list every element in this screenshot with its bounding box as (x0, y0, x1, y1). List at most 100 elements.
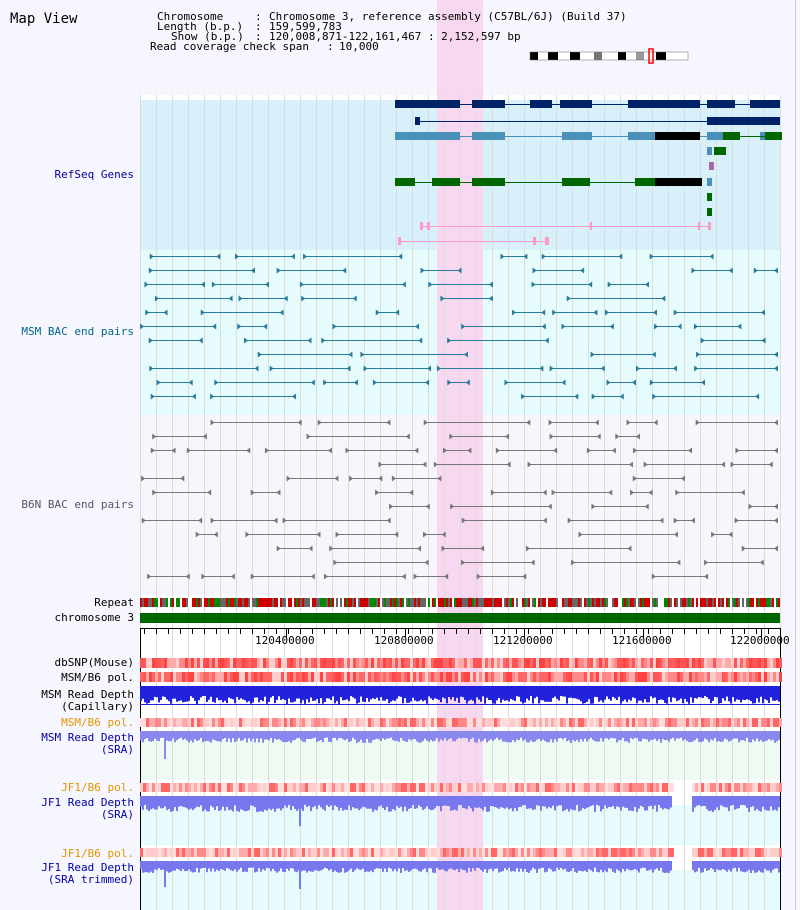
jf1-b6-pol-trimmed-strip (440, 848, 443, 857)
jf1-depth-trimmed-bar (276, 861, 278, 873)
msm-depth-capillary-bar (682, 686, 684, 704)
repeat-mark (274, 598, 276, 607)
msm-b6-pol-sra-strip (239, 718, 242, 727)
repeat-mark (516, 598, 518, 607)
track-label-msm-b6-pol[interactable]: MSM/B6 pol. (61, 671, 134, 684)
msm-depth-sra-bar (168, 731, 170, 742)
track-label-msm-depth-sra[interactable]: MSM Read Depth (41, 731, 134, 744)
dbsnp-strip (176, 658, 179, 668)
jf1-depth-trimmed-bar (552, 861, 554, 872)
jf1-depth-bar (276, 796, 278, 809)
repeat-mark (652, 598, 654, 607)
msm-b6-pol-sra-strip (716, 718, 719, 727)
repeat-mark (390, 598, 392, 607)
track-label-refseq[interactable]: RefSeq Genes (54, 168, 134, 181)
msm-depth-sra-bar (686, 731, 688, 741)
repeat-mark (236, 598, 238, 607)
msm-depth-sra-bar (578, 731, 580, 742)
jf1-depth-trimmed-bar (766, 861, 768, 871)
repeat-mark (740, 598, 742, 607)
jf1-b6-pol-trimmed-strip (587, 848, 590, 857)
msm-b6-pol-strip (431, 672, 434, 682)
track-label-jf1-b6-pol[interactable]: JF1/B6 pol. (61, 781, 134, 794)
jf1-b6-pol-trimmed-strip (722, 848, 725, 857)
msm-depth-sra-bar (342, 731, 344, 740)
repeat-mark (610, 598, 612, 607)
msm-b6-pol-sra-strip (170, 718, 173, 727)
msm-depth-sra-bar (240, 731, 242, 741)
jf1-depth-bar (732, 796, 734, 805)
track-label-msm-bac[interactable]: MSM BAC end pairs (21, 325, 134, 338)
dbsnp-strip (713, 658, 716, 668)
msm-depth-sra-bar (692, 731, 694, 742)
track-label-dbsnp[interactable]: dbSNP(Mouse) (54, 656, 134, 669)
b6n-bac-end (409, 489, 414, 496)
page-title: Map View (10, 11, 78, 27)
msm-depth-sra-bar (620, 731, 622, 741)
msm-depth-capillary-bar (244, 686, 246, 701)
jf1-depth-trimmed-bar (760, 861, 762, 873)
b6n-bac-end (210, 517, 215, 524)
msm-depth-sra-bar (550, 731, 552, 740)
repeat-mark (310, 598, 312, 607)
jf1-depth-bar (408, 796, 410, 809)
msm-depth-capillary-bar (408, 686, 410, 703)
msm-b6-pol-sra-strip (548, 718, 551, 727)
track-label-msm-b6-pol-sra[interactable]: MSM/B6 pol. (61, 716, 134, 729)
msm-b6-pol-sra-strip (728, 718, 731, 727)
dbsnp-strip (329, 658, 332, 668)
msm-depth-sra-bar (344, 731, 346, 741)
msm-b6-pol-strip (671, 672, 674, 682)
repeat-mark (158, 598, 160, 607)
msm-b6-pol-sra-strip (575, 718, 578, 727)
msm-depth-capillary-bar (622, 686, 624, 702)
jf1-depth-bar (516, 796, 518, 812)
msm-depth-sra-bar (464, 731, 466, 739)
track-label-jf1-b6-pol-trimmed[interactable]: JF1/B6 pol. (61, 847, 134, 860)
msm-b6-pol-sra-strip (245, 718, 248, 727)
jf1-b6-pol-strip (425, 783, 428, 792)
msm-b6-pol-strip (632, 672, 635, 682)
msm-b6-pol-strip (299, 672, 302, 682)
repeat-mark (404, 598, 406, 607)
msm-b6-pol-sra-strip (659, 718, 662, 727)
msm-bac-end (541, 323, 546, 330)
b6n-bac-end (317, 419, 322, 426)
track-label-jf1-depth-trimmed[interactable]: JF1 Read Depth (41, 861, 134, 874)
msm-depth-capillary-bar (348, 686, 350, 702)
jf1-depth-trimmed-bar (278, 861, 280, 872)
msm-depth-capillary-bar (560, 686, 562, 697)
msm-depth-capillary-bar (550, 686, 552, 702)
repeat-mark (592, 598, 594, 607)
msm-b6-pol-strip (743, 672, 746, 682)
axis-tick-label: 122000000 (730, 634, 790, 647)
track-label-b6n-bac[interactable]: B6N BAC end pairs (21, 498, 134, 511)
msm-b6-pol-strip (647, 672, 650, 682)
msm-bac-end (636, 365, 641, 372)
jf1-b6-pol-strip (671, 783, 674, 792)
msm-b6-pol-strip (164, 672, 167, 682)
b6n-bac-end (444, 573, 449, 580)
b6n-bac-end (334, 475, 339, 482)
dbsnp-strip (215, 658, 218, 668)
b6n-bac-end (210, 419, 215, 426)
msm-b6-pol-sra-strip (746, 718, 749, 727)
msm-depth-sra-bar (658, 731, 660, 740)
jf1-b6-pol-strip (200, 783, 203, 792)
msm-b6-pol-sra-strip (674, 718, 677, 727)
jf1-depth-bar (550, 796, 552, 809)
msm-b6-pol-sra-strip (251, 718, 254, 727)
jf1-depth-trimmed-bar (414, 861, 416, 869)
track-label-chromosome[interactable]: chromosome 3 (54, 611, 134, 624)
msm-bac-end (644, 281, 649, 288)
jf1-depth-trimmed-bar (172, 861, 174, 871)
jf1-depth-trimmed-bar (362, 861, 364, 869)
msm-bac-end (737, 323, 742, 330)
repeat-mark (614, 598, 616, 607)
msm-depth-sra-bar (320, 731, 322, 741)
jf1-depth-bar (434, 796, 436, 809)
track-label-jf1-depth[interactable]: JF1 Read Depth (41, 796, 134, 809)
track-label-msm-depth-capillary[interactable]: MSM Read Depth (41, 688, 134, 701)
track-label-repeat[interactable]: Repeat (94, 596, 134, 609)
dbsnp-strip (524, 658, 527, 668)
